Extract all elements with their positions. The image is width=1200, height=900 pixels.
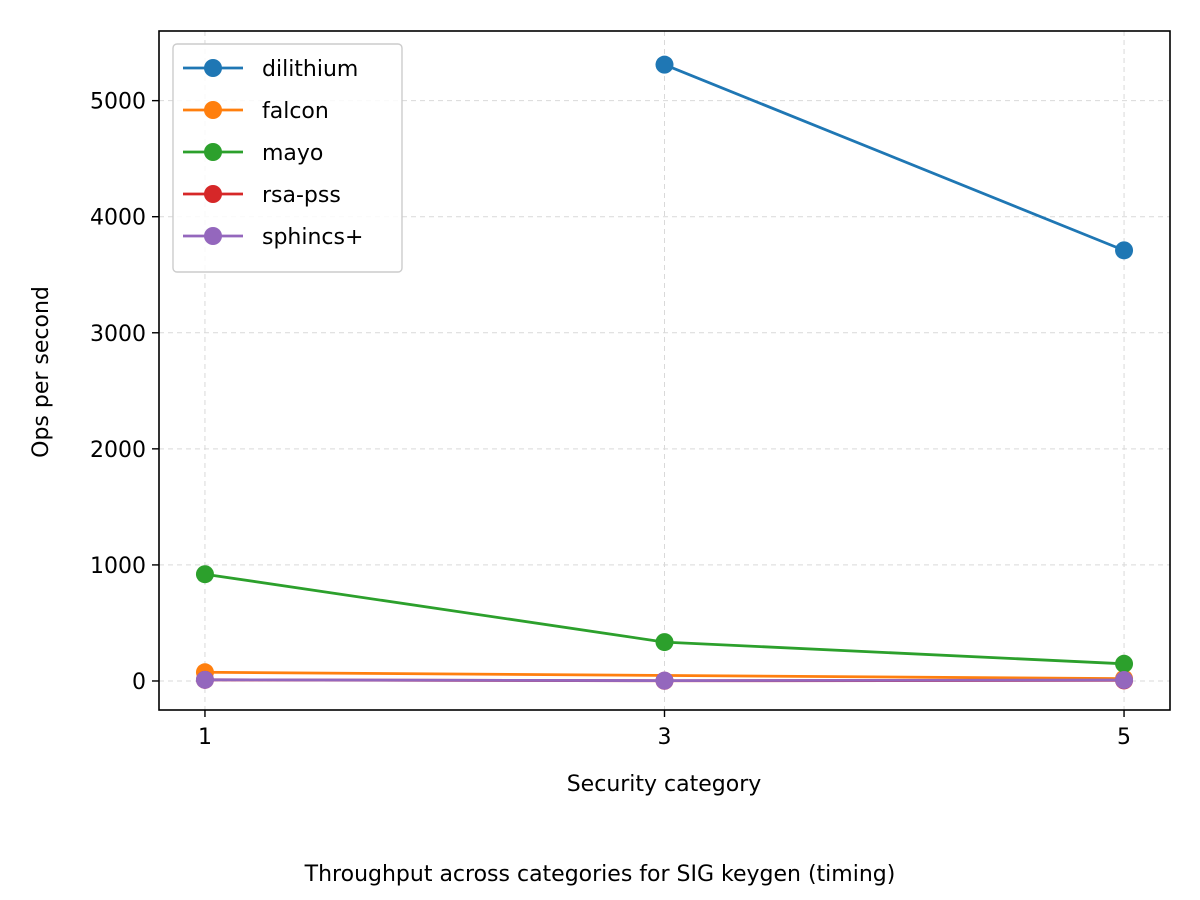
data-point bbox=[655, 55, 674, 74]
legend-item: mayo bbox=[183, 141, 323, 166]
legend-box bbox=[172, 43, 403, 273]
legend-item: rsa-pss bbox=[183, 183, 341, 208]
x-axis-label: Security category bbox=[567, 772, 762, 797]
legend-label: dilithium bbox=[262, 57, 358, 82]
x-tick-label: 5 bbox=[1117, 725, 1131, 750]
legend-item: falcon bbox=[183, 99, 329, 124]
series-mayo bbox=[195, 565, 1134, 673]
chart-caption: Throughput across categories for SIG key… bbox=[304, 862, 896, 887]
legend-marker bbox=[204, 227, 222, 245]
series-line bbox=[663, 63, 1126, 252]
axis-ticks: 1 3 5 0 1000 2000 3000 4000 5000 bbox=[90, 90, 1131, 750]
data-point bbox=[655, 671, 674, 690]
y-axis-label: Ops per second bbox=[29, 286, 54, 458]
y-tick-label: 3000 bbox=[90, 322, 146, 347]
data-point bbox=[1115, 241, 1134, 260]
legend-marker bbox=[204, 59, 222, 77]
legend-label: mayo bbox=[262, 141, 323, 166]
legend-item: dilithium bbox=[183, 57, 358, 82]
legend-marker bbox=[204, 185, 222, 203]
y-tick-label: 5000 bbox=[90, 90, 146, 115]
legend-label: sphincs+ bbox=[262, 225, 363, 250]
series-layer bbox=[195, 55, 1134, 690]
y-tick-label: 4000 bbox=[90, 206, 146, 231]
data-point bbox=[195, 670, 214, 689]
series-sphincs- bbox=[195, 670, 1134, 690]
y-tick-label: 0 bbox=[132, 670, 146, 695]
x-tick-label: 3 bbox=[658, 725, 672, 750]
data-point bbox=[655, 633, 674, 652]
data-point bbox=[1115, 671, 1134, 690]
legend-marker bbox=[204, 101, 222, 119]
y-tick-label: 2000 bbox=[90, 438, 146, 463]
data-point bbox=[1115, 654, 1134, 673]
legend-marker bbox=[204, 143, 222, 161]
legend-label: rsa-pss bbox=[262, 183, 341, 208]
data-point bbox=[195, 565, 214, 584]
y-tick-label: 1000 bbox=[90, 554, 146, 579]
legend: dilithium falcon mayo rsa-pss sphincs+ bbox=[172, 43, 403, 273]
series-dilithium bbox=[655, 55, 1134, 260]
x-tick-label: 1 bbox=[198, 725, 212, 750]
legend-item: sphincs+ bbox=[183, 225, 363, 250]
legend-label: falcon bbox=[262, 99, 329, 124]
